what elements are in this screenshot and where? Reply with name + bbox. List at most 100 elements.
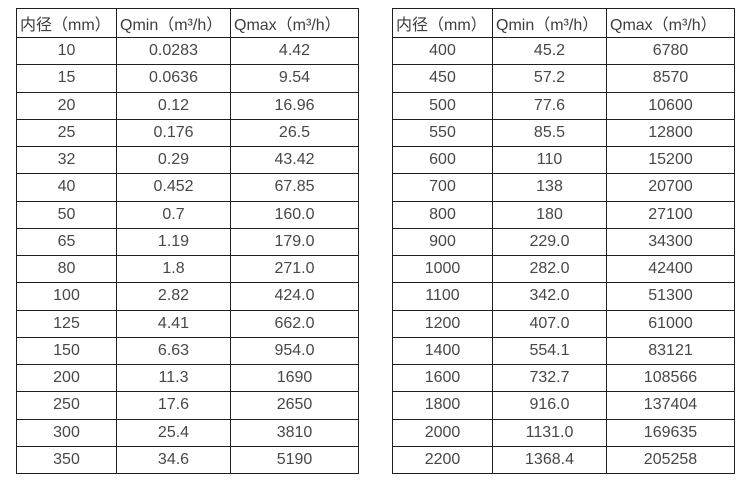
table-cell: 0.29 [116, 145, 231, 175]
table-cell: 50 [16, 200, 117, 229]
table-cell: 1131.0 [492, 418, 607, 447]
table-cell: 554.1 [492, 336, 607, 366]
table-row: 550 85.5 12800 [392, 118, 735, 148]
table-cell: 6780 [606, 36, 735, 66]
table-cell: 2000 [392, 418, 493, 447]
table-cell: 8570 [606, 64, 735, 93]
table-cell: 108566 [606, 363, 735, 393]
table-cell: 550 [392, 118, 493, 148]
table-row: 500 77.6 10600 [392, 91, 735, 120]
table-row: 20 0.12 16.96 [16, 91, 359, 120]
table-cell: 65 [16, 227, 117, 257]
table-cell: 125 [16, 309, 117, 338]
table-cell: 205258 [606, 445, 735, 475]
table-cell: 2.82 [116, 282, 231, 311]
table-cell: 1200 [392, 309, 493, 338]
table-cell: 20 [16, 91, 117, 120]
table-cell: 26.5 [230, 118, 359, 148]
table-cell: 6.63 [116, 336, 231, 366]
table-cell: 282.0 [492, 254, 607, 284]
table-cell: 250 [16, 391, 117, 420]
table-cell: 4.41 [116, 309, 231, 338]
table-cell: 342.0 [492, 282, 607, 311]
table-cell: 67.85 [230, 173, 359, 202]
table-cell: 2650 [230, 391, 359, 420]
table-cell: 916.0 [492, 391, 607, 420]
table-cell: 83121 [606, 336, 735, 366]
table-cell: 0.7 [116, 200, 231, 229]
table-cell: 42400 [606, 254, 735, 284]
table-cell: 43.42 [230, 145, 359, 175]
table-row: 600 110 15200 [392, 145, 735, 175]
table-cell: 300 [16, 418, 117, 447]
table-row: 2200 1368.4 205258 [392, 445, 735, 475]
table-cell: 4.42 [230, 36, 359, 66]
table-cell: 20700 [606, 173, 735, 202]
table-cell: 45.2 [492, 36, 607, 66]
table-cell: 34.6 [116, 445, 231, 475]
table-row: 1600 732.7 108566 [392, 363, 735, 393]
table-cell: 1690 [230, 363, 359, 393]
table-cell: 200 [16, 363, 117, 393]
table-cell: 34300 [606, 227, 735, 257]
table-row: 125 4.41 662.0 [16, 309, 359, 338]
table-cell: 1.8 [116, 254, 231, 284]
table-row: 1200 407.0 61000 [392, 309, 735, 338]
table-row: 1800 916.0 137404 [392, 391, 735, 420]
table-cell: 100 [16, 282, 117, 311]
table-row: 32 0.29 43.42 [16, 145, 359, 175]
table-cell: 1368.4 [492, 445, 607, 475]
table-row: 350 34.6 5190 [16, 445, 359, 475]
table-cell: 732.7 [492, 363, 607, 393]
table-row: 65 1.19 179.0 [16, 227, 359, 257]
table-cell: 1600 [392, 363, 493, 393]
table-cell: 17.6 [116, 391, 231, 420]
table-row: 2000 1131.0 169635 [392, 418, 735, 447]
table-row: 100 2.82 424.0 [16, 282, 359, 311]
table-cell: 450 [392, 64, 493, 93]
table-cell: 424.0 [230, 282, 359, 311]
table-cell: 15200 [606, 145, 735, 175]
table-cell: 2200 [392, 445, 493, 475]
column-header: Qmax（m³/h） [606, 8, 735, 38]
table-cell: 169635 [606, 418, 735, 447]
table-cell: 10 [16, 36, 117, 66]
table-cell: 5190 [230, 445, 359, 475]
table-cell: 0.0283 [116, 36, 231, 66]
table-cell: 800 [392, 200, 493, 229]
table-cell: 85.5 [492, 118, 607, 148]
table-row: 700 138 20700 [392, 173, 735, 202]
table-cell: 16.96 [230, 91, 359, 120]
table-cell: 9.54 [230, 64, 359, 93]
table-row: 80 1.8 271.0 [16, 254, 359, 284]
table-cell: 350 [16, 445, 117, 475]
column-header: Qmin（m³/h） [492, 8, 607, 38]
table-cell: 61000 [606, 309, 735, 338]
table-cell: 80 [16, 254, 117, 284]
table-cell: 3810 [230, 418, 359, 447]
table-row: 40 0.452 67.85 [16, 173, 359, 202]
table-cell: 1100 [392, 282, 493, 311]
table-cell: 1000 [392, 254, 493, 284]
table-cell: 500 [392, 91, 493, 120]
table-cell: 179.0 [230, 227, 359, 257]
table-row: 50 0.7 160.0 [16, 200, 359, 229]
table-cell: 1.19 [116, 227, 231, 257]
table-row: 300 25.4 3810 [16, 418, 359, 447]
table-row: 400 45.2 6780 [392, 36, 735, 66]
table-cell: 77.6 [492, 91, 607, 120]
table-cell: 137404 [606, 391, 735, 420]
table-row: 250 17.6 2650 [16, 391, 359, 420]
column-header: Qmax（m³/h） [230, 8, 359, 38]
table-cell: 57.2 [492, 64, 607, 93]
table-cell: 25 [16, 118, 117, 148]
table-row: 25 0.176 26.5 [16, 118, 359, 148]
table-cell: 1800 [392, 391, 493, 420]
table-cell: 15 [16, 64, 117, 93]
table-row: 1400 554.1 83121 [392, 336, 735, 366]
table-row: 150 6.63 954.0 [16, 336, 359, 366]
column-header: Qmin（m³/h） [116, 8, 231, 38]
table-row: 1100 342.0 51300 [392, 282, 735, 311]
flow-spec-table-small-diameters: 内径（mm） Qmin（m³/h） Qmax（m³/h） 10 0.0283 4.42 15… [16, 8, 359, 475]
column-header: 内径（mm） [16, 8, 117, 38]
